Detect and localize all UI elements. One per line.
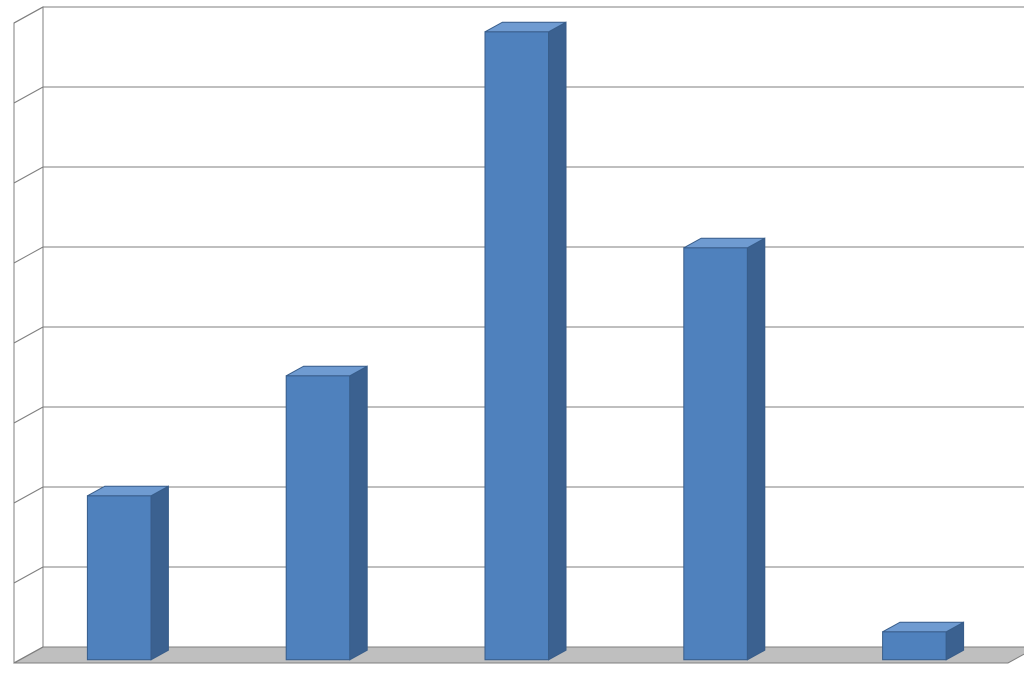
bar (87, 486, 168, 660)
bar (684, 238, 765, 660)
bar-chart-3d (0, 0, 1024, 682)
bar (883, 622, 964, 660)
bar (485, 22, 566, 660)
chart-canvas (0, 0, 1024, 682)
bar (286, 366, 367, 660)
